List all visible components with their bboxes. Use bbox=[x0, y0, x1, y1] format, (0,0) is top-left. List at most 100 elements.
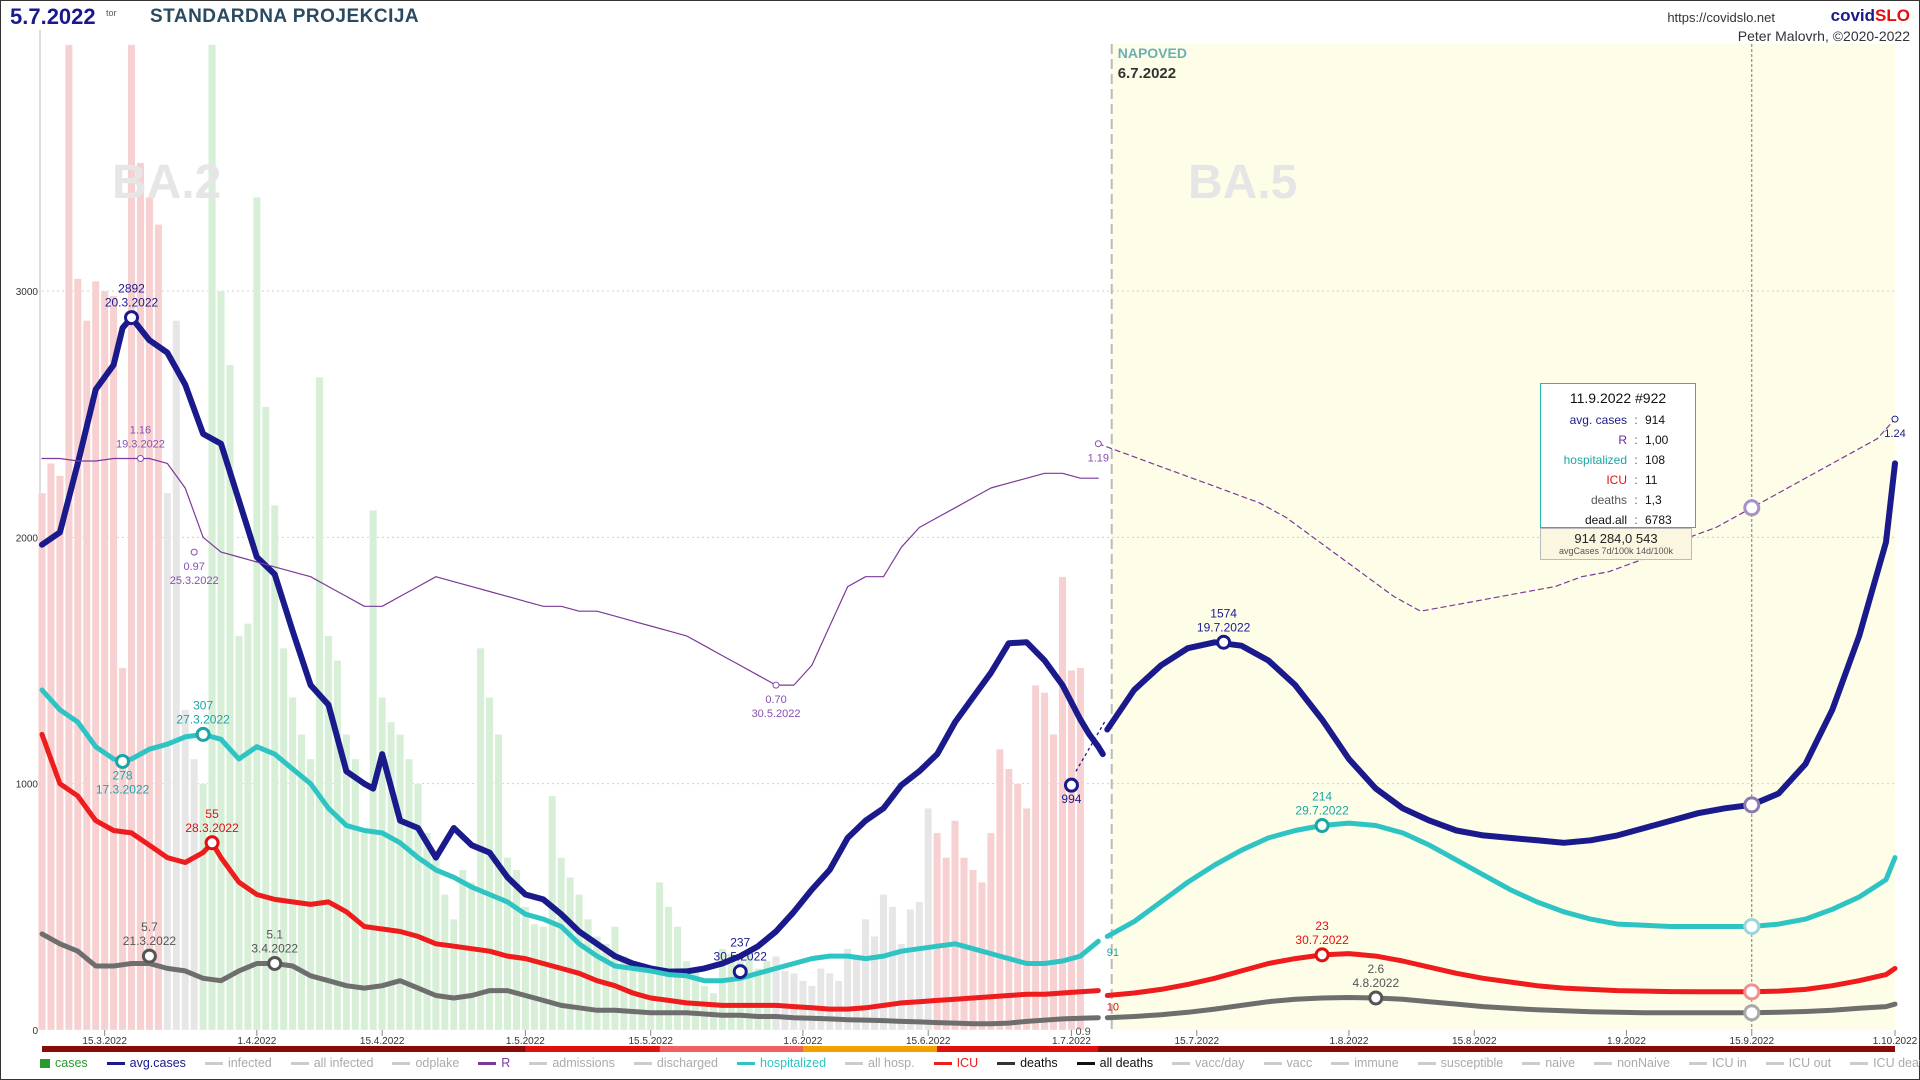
legend-swatch bbox=[845, 1061, 864, 1065]
legend-item[interactable]: ICU in bbox=[1688, 1056, 1747, 1070]
legend-item[interactable]: cases bbox=[40, 1056, 88, 1070]
case-bar bbox=[485, 697, 494, 1031]
legend-item[interactable]: all hosp. bbox=[845, 1056, 915, 1070]
header-title: STANDARDNA PROJEKCIJA bbox=[150, 6, 420, 27]
peak-date-r: 19.3.2022 bbox=[116, 438, 165, 450]
case-bar bbox=[897, 943, 906, 1031]
legend-swatch bbox=[204, 1061, 223, 1065]
case-bar bbox=[888, 906, 897, 1031]
timeline-band-light bbox=[659, 1046, 803, 1052]
case-bar bbox=[414, 783, 422, 1031]
variant-label-ba5: BA.5 bbox=[1188, 156, 1298, 209]
legend-swatch bbox=[1688, 1061, 1707, 1065]
peak-value-r: 0.70 bbox=[765, 694, 786, 706]
peak-marker-r bbox=[1094, 440, 1102, 448]
peak-marker-cases bbox=[732, 964, 748, 980]
timeline-band-orange bbox=[802, 1046, 938, 1052]
case-bar bbox=[709, 992, 718, 1031]
legend-item[interactable]: deaths bbox=[997, 1056, 1058, 1070]
tooltip-value: 1,3 bbox=[1645, 493, 1662, 507]
x-tick-label: 15.5.2022 bbox=[628, 1036, 673, 1047]
case-bar bbox=[996, 749, 1004, 1031]
case-bar bbox=[118, 667, 127, 1031]
source-url[interactable]: https://covidslo.net bbox=[1667, 10, 1775, 25]
tooltip-value: 914 bbox=[1645, 413, 1666, 427]
case-bar bbox=[235, 635, 243, 1031]
legend-label: hospitalized bbox=[760, 1056, 827, 1070]
case-bar bbox=[360, 832, 369, 1031]
legend-item[interactable]: immune bbox=[1331, 1056, 1399, 1070]
legend-item[interactable]: all deaths bbox=[1076, 1056, 1153, 1070]
case-bar bbox=[503, 857, 512, 1031]
case-bar bbox=[494, 734, 503, 1031]
x-tick-label: 15.6.2022 bbox=[906, 1036, 951, 1047]
peak-date-hosp: 29.7.2022 bbox=[1295, 804, 1349, 818]
case-bar bbox=[441, 894, 449, 1031]
legend-item[interactable]: ICU out bbox=[1765, 1056, 1831, 1070]
legend-item[interactable]: admissions bbox=[529, 1056, 615, 1070]
legend-label: infected bbox=[227, 1056, 272, 1070]
legend-label: ICU bbox=[956, 1056, 979, 1070]
legend-item[interactable]: ICU deaths bbox=[1850, 1056, 1920, 1070]
peak-date-cases: 19.7.2022 bbox=[1197, 620, 1251, 634]
legend-item[interactable]: R bbox=[478, 1056, 510, 1070]
case-bar bbox=[987, 832, 995, 1031]
peak-value-r: 0.97 bbox=[183, 561, 204, 573]
case-bar bbox=[306, 758, 315, 1031]
legend-item[interactable]: nonNaive bbox=[1594, 1056, 1670, 1070]
x-tick-label: 1.10.2022 bbox=[1873, 1036, 1918, 1047]
tooltip-colon: : bbox=[1634, 453, 1638, 467]
case-bar bbox=[1031, 684, 1040, 1031]
case-bar bbox=[172, 320, 181, 1031]
case-bar bbox=[387, 721, 395, 1031]
x-tick-label: 15.7.2022 bbox=[1175, 1036, 1220, 1047]
legend-label: discharged bbox=[656, 1056, 718, 1070]
x-tick-label: 15.8.2022 bbox=[1452, 1036, 1497, 1047]
legend-item[interactable]: hospitalized bbox=[737, 1056, 826, 1070]
case-bar bbox=[65, 44, 73, 1031]
legend-item[interactable]: naive bbox=[1522, 1056, 1575, 1070]
case-bar bbox=[297, 734, 306, 1031]
peak-date-cases: 30.5.2022 bbox=[714, 950, 768, 964]
legend-label: odplake bbox=[415, 1056, 460, 1070]
legend-label: nonNaive bbox=[1617, 1056, 1670, 1070]
legend-item[interactable]: odplake bbox=[392, 1056, 459, 1070]
legend-swatch bbox=[633, 1061, 652, 1065]
peak-value-r: 1.19 bbox=[1088, 453, 1109, 465]
peak-marker-icu bbox=[1314, 947, 1330, 963]
case-bar bbox=[91, 280, 100, 1031]
case-bar bbox=[816, 968, 825, 1031]
case-bar bbox=[1040, 692, 1049, 1031]
case-bar bbox=[781, 970, 789, 1031]
legend-label: cases bbox=[55, 1056, 88, 1070]
legend-item[interactable]: avg.cases bbox=[106, 1056, 186, 1070]
peak-value-r: 1.24 bbox=[1884, 428, 1905, 440]
legend-item[interactable]: discharged bbox=[633, 1056, 718, 1070]
legend-swatch bbox=[1331, 1061, 1350, 1065]
peak-marker-r bbox=[1891, 415, 1899, 423]
edge-label: 0.9 bbox=[1075, 1026, 1090, 1038]
case-bar bbox=[557, 857, 566, 1031]
legend-item[interactable]: all infected bbox=[290, 1056, 373, 1070]
edge-label: 91 bbox=[1107, 947, 1119, 959]
case-bar bbox=[1022, 808, 1031, 1031]
legend-item[interactable]: susceptible bbox=[1417, 1056, 1503, 1070]
legend-item[interactable]: vacc/day bbox=[1172, 1056, 1245, 1070]
x-tick-label: 1.4.2022 bbox=[237, 1036, 276, 1047]
legend-label: avg.cases bbox=[129, 1056, 186, 1070]
peak-marker-cases bbox=[1063, 777, 1079, 793]
tooltip-row: dead.all:6783 bbox=[1541, 510, 1695, 530]
legend-item[interactable]: infected bbox=[204, 1056, 272, 1070]
tooltip-title: 11.9.2022 #922 bbox=[1569, 390, 1667, 406]
case-bar bbox=[467, 882, 476, 1031]
legend-item[interactable]: ICU bbox=[933, 1056, 979, 1070]
legend-swatch bbox=[1076, 1061, 1095, 1065]
case-bar bbox=[449, 918, 458, 1031]
legend-label: R bbox=[501, 1056, 511, 1070]
case-bar bbox=[342, 734, 351, 1031]
cursor-marker-r_fc bbox=[1743, 499, 1761, 517]
header-date: 5.7.2022 bbox=[10, 4, 96, 29]
legend-item[interactable]: vacc bbox=[1263, 1056, 1312, 1070]
tooltip-row: R:1,00 bbox=[1541, 430, 1695, 450]
